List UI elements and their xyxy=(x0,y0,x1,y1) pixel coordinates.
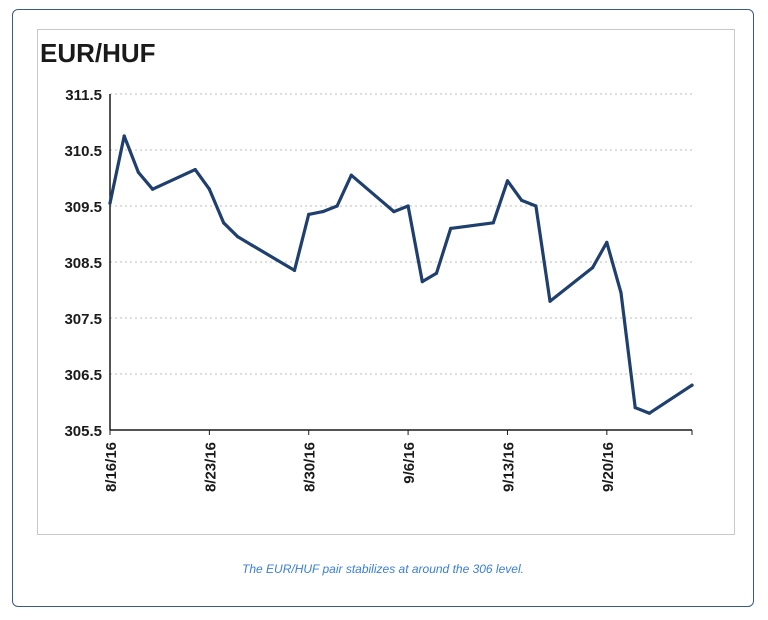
chart-area xyxy=(37,29,735,535)
data-point xyxy=(619,291,623,295)
data-point xyxy=(292,268,297,272)
data-point xyxy=(534,204,538,208)
data-point xyxy=(392,210,396,214)
data-point xyxy=(236,235,240,239)
data-point xyxy=(151,187,155,191)
x-tick-label: 9/20/16 xyxy=(600,442,617,492)
x-tick-label: 9/6/16 xyxy=(401,442,418,484)
chart-caption: The EUR/HUF pair stabilizes at around th… xyxy=(242,562,524,576)
y-tick-label: 310.5 xyxy=(64,143,102,160)
chart-panel xyxy=(12,9,754,607)
data-point xyxy=(591,266,595,270)
x-axis: 8/16/16 8/23/16 8/30/16 9/6/16 9/13/16 9/20/1… xyxy=(103,429,693,492)
grid-lines xyxy=(110,93,692,375)
data-point xyxy=(505,179,510,183)
data-point xyxy=(647,411,652,415)
y-tick-label: 309.5 xyxy=(64,199,102,216)
data-point xyxy=(307,212,311,216)
data-point xyxy=(335,204,339,208)
x-tick-label: 9/13/16 xyxy=(500,442,517,492)
data-point xyxy=(420,280,424,284)
data-point xyxy=(690,383,694,387)
data-point xyxy=(491,221,495,225)
data-point xyxy=(406,204,410,208)
y-tick-label: 307.5 xyxy=(64,311,102,328)
data-point xyxy=(349,173,353,177)
data-point xyxy=(449,226,453,230)
data-point xyxy=(605,240,609,244)
data-point xyxy=(321,210,325,214)
data-point xyxy=(434,271,439,275)
data-point xyxy=(250,243,254,247)
series-group xyxy=(108,134,694,415)
chart-title: EUR/HUF xyxy=(40,38,156,68)
x-tick-label: 8/30/16 xyxy=(302,442,319,492)
data-point xyxy=(633,406,637,410)
data-point xyxy=(207,187,211,191)
y-tick-label: 308.5 xyxy=(64,255,102,272)
data-point xyxy=(136,170,140,174)
y-tick-label: 311.5 xyxy=(65,87,102,104)
data-point xyxy=(108,201,112,205)
series-line-eur-huf xyxy=(108,134,694,415)
x-tick-label: 8/16/16 xyxy=(103,442,120,492)
x-tick-label: 8/23/16 xyxy=(202,442,219,492)
data-point xyxy=(193,168,197,172)
y-tick-label: 306.5 xyxy=(64,367,102,384)
data-point xyxy=(520,198,524,202)
y-axis: 305.5 306.5 307.5 308.5 309.5 310.5 311.5 xyxy=(64,87,111,440)
y-tick-label: 305.5 xyxy=(64,423,102,440)
data-point xyxy=(222,221,226,225)
data-point xyxy=(122,134,126,138)
data-point xyxy=(548,299,552,303)
